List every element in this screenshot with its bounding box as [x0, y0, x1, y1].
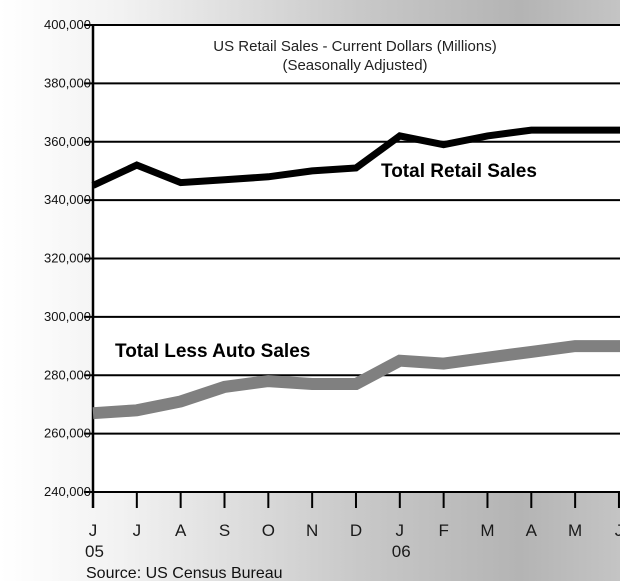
x-axis: J J A S O N D J F M A M J 05 06	[85, 492, 620, 561]
x-tick-label: O	[262, 521, 275, 540]
y-tick-label: 320,000	[44, 251, 91, 266]
x-year-label: 06	[392, 542, 411, 561]
series-lines	[91, 126, 620, 420]
series-line-total-retail	[91, 126, 620, 189]
chart-title: US Retail Sales - Current Dollars (Milli…	[213, 38, 496, 55]
y-tick-label: 340,000	[44, 192, 91, 207]
y-tick-label: 280,000	[44, 367, 91, 382]
x-tick-label: D	[350, 521, 362, 540]
x-tick-label: M	[568, 521, 582, 540]
x-tick-label: A	[526, 521, 538, 540]
x-tick-label: M	[480, 521, 494, 540]
source-note: Source: US Census Bureau	[86, 565, 283, 581]
x-tick-label: J	[133, 521, 142, 540]
series-label-less-auto: Total Less Auto Sales	[115, 341, 310, 362]
x-year-label: 05	[85, 542, 104, 561]
y-tick-label: 360,000	[44, 134, 91, 149]
y-axis: 400,000 380,000 360,000 340,000 320,000 300,0…	[44, 17, 95, 508]
x-tick-label: F	[438, 521, 448, 540]
chart-subtitle: (Seasonally Adjusted)	[282, 57, 427, 74]
x-tick-label: A	[175, 521, 187, 540]
y-tick-label: 380,000	[44, 75, 91, 90]
x-tick-label: N	[306, 521, 318, 540]
y-tick-label: 260,000	[44, 426, 91, 441]
y-tick-label: 400,000	[44, 17, 91, 32]
series-label-total-retail: Total Retail Sales	[381, 161, 537, 182]
y-tick-label: 240,000	[44, 484, 91, 499]
x-tick-label: J	[615, 521, 620, 540]
x-tick-label: S	[219, 521, 230, 540]
x-tick-label: J	[396, 521, 405, 540]
x-tick-label: J	[89, 521, 98, 540]
y-tick-label: 300,000	[44, 309, 91, 324]
